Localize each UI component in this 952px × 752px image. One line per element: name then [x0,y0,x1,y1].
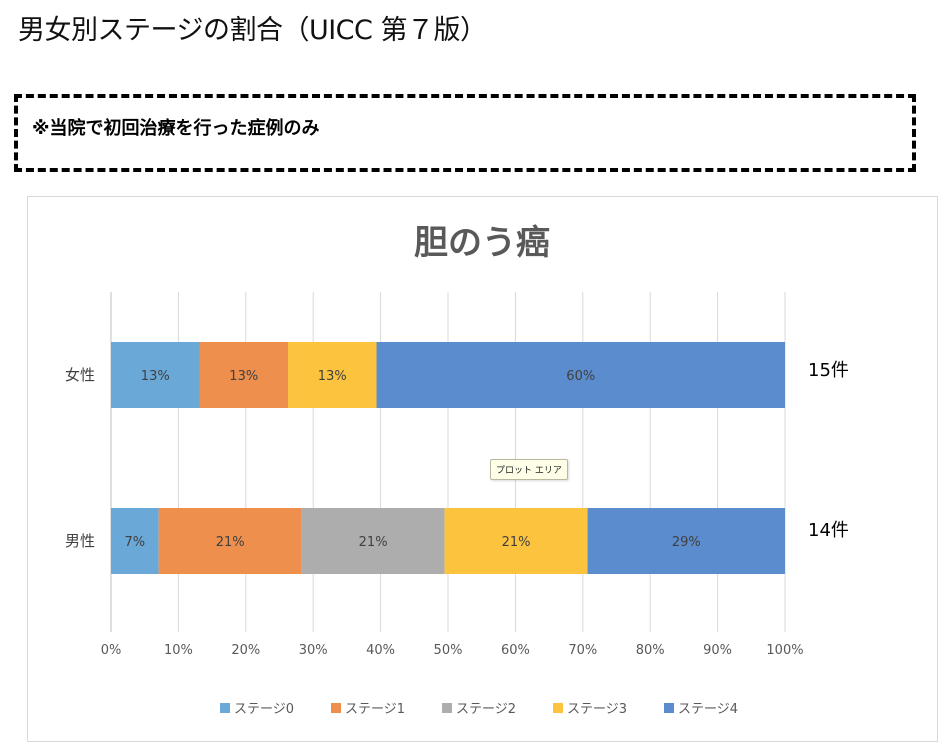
legend-label: ステージ2 [456,702,516,717]
bar-segment [376,342,785,408]
bar-segment [587,508,785,574]
bar-segment [111,342,200,408]
x-tick-label: 70% [568,643,597,658]
x-tick-label: 40% [366,643,395,658]
data-label: 21% [216,535,245,550]
x-tick-label: 10% [164,643,193,658]
category-label: 男性 [65,532,95,550]
bar-segment [288,342,377,408]
data-label: 21% [359,535,388,550]
data-label: 60% [566,369,595,384]
x-tick-label: 100% [766,643,803,658]
bar-segment [301,508,445,574]
bar-segment [158,508,302,574]
data-label: 13% [141,369,170,384]
data-label: 13% [318,369,347,384]
bar-segment [111,508,159,574]
legend-swatch [553,703,563,713]
legend-label: ステージ1 [345,702,405,717]
plot-area-tooltip: プロット エリア [490,459,568,480]
category-total: 15件 [808,360,849,381]
data-label: 7% [125,535,146,550]
legend-swatch [442,703,452,713]
legend-swatch [664,703,674,713]
note-text: ※当院で初回治療を行った症例のみ [32,118,320,139]
page-heading: 男女別ステージの割合（UICC 第７版） [18,15,487,46]
x-tick-label: 20% [231,643,260,658]
data-label: 21% [502,535,531,550]
x-tick-label: 90% [703,643,732,658]
legend-swatch [220,703,230,713]
x-tick-label: 80% [636,643,665,658]
chart-title: 胆のう癌 [414,223,550,263]
legend-label: ステージ3 [567,702,627,717]
x-tick-label: 60% [501,643,530,658]
category-total: 14件 [808,520,849,541]
data-label: 13% [229,369,258,384]
note-box: ※当院で初回治療を行った症例のみ [14,94,916,172]
legend-label: ステージ0 [234,702,294,717]
x-tick-label: 50% [434,643,463,658]
x-tick-label: 30% [299,643,328,658]
category-label: 女性 [65,366,95,384]
bar-segment [199,342,289,408]
bar-segment [444,508,588,574]
x-tick-label: 0% [101,643,122,658]
legend-label: ステージ4 [678,702,738,717]
data-label: 29% [672,535,701,550]
legend-swatch [331,703,341,713]
